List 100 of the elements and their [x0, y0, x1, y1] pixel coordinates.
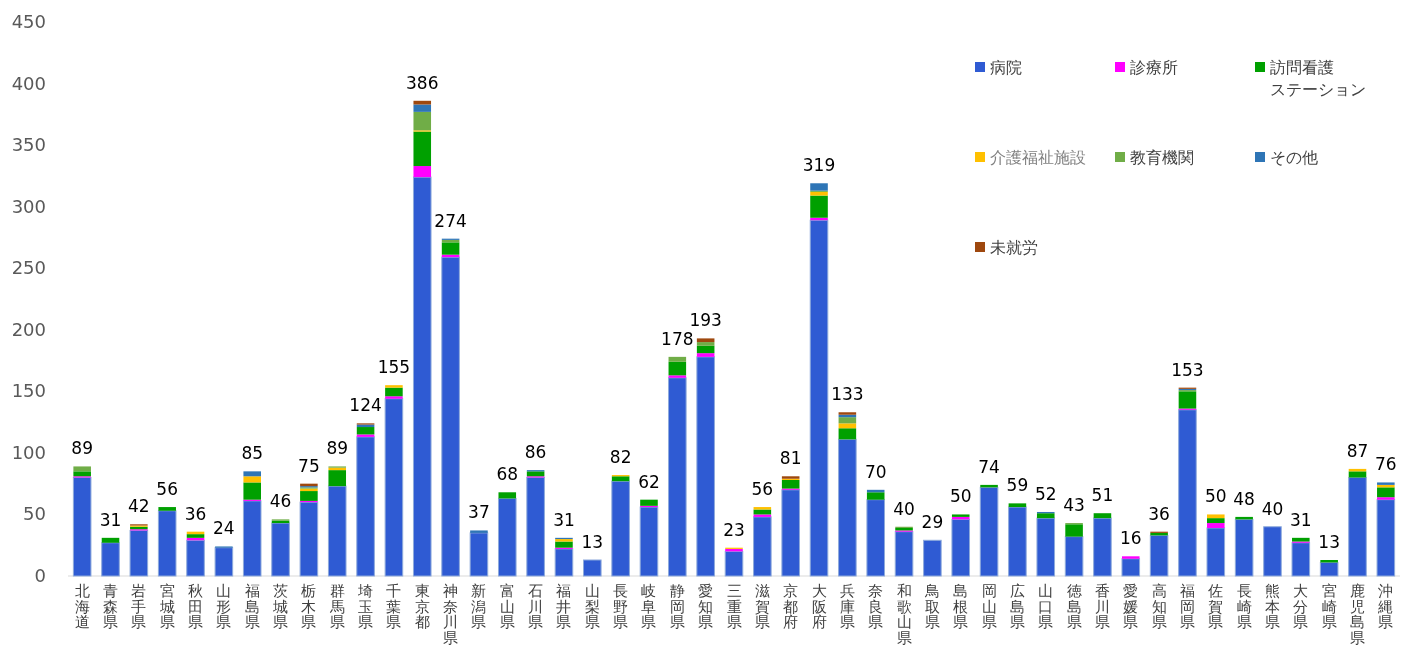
- total-label: 51: [1091, 485, 1114, 506]
- x-tick-label: 鳥取県: [923, 582, 940, 631]
- total-label: 87: [1346, 440, 1369, 461]
- y-tick-label: 0: [34, 565, 46, 586]
- total-label: 50: [1204, 486, 1227, 507]
- x-tick-label: 高知県: [1151, 582, 1167, 631]
- x-tick-label: 神奈川県: [443, 582, 459, 647]
- total-label: 59: [1006, 475, 1029, 496]
- x-tick-label: 沖縄県: [1377, 582, 1394, 631]
- total-label: 16: [1119, 528, 1142, 549]
- total-label: 70: [864, 461, 887, 482]
- x-tick-label: 宮崎県: [1321, 582, 1337, 631]
- total-label: 31: [99, 509, 122, 530]
- x-tick-label: 東京都: [414, 582, 430, 631]
- total-label: 153: [1171, 359, 1204, 380]
- x-tick-label: 岡山県: [981, 582, 997, 631]
- x-tick-label: 栃木県: [301, 582, 317, 631]
- y-tick-label: 300: [11, 195, 46, 217]
- x-tick-label: 福井県: [556, 582, 572, 631]
- x-tick-label: 群馬県: [328, 582, 345, 631]
- x-tick-label: 山口県: [1038, 582, 1054, 631]
- total-label: 31: [1289, 509, 1312, 530]
- total-label: 82: [609, 447, 632, 468]
- x-tick-label: 長崎県: [1236, 582, 1252, 631]
- x-tick-label: 大分県: [1293, 582, 1309, 631]
- total-label: 52: [1034, 483, 1057, 504]
- x-tick-label: 奈良県: [868, 582, 884, 631]
- x-tick-label: 千葉県: [386, 582, 402, 631]
- total-label: 31: [553, 509, 575, 530]
- total-label: 89: [326, 438, 349, 459]
- legend-label: 未就労: [990, 238, 1038, 257]
- legend-label: 病院: [990, 58, 1022, 77]
- x-tick-label: 石川県: [528, 582, 544, 631]
- total-label: 86: [524, 442, 547, 463]
- x-tick-label: 三重県: [726, 582, 742, 631]
- total-label: 62: [638, 471, 660, 492]
- x-tick-label: 北海道: [74, 582, 90, 631]
- total-label: 178: [661, 328, 694, 349]
- x-tick-label: 富山県: [499, 582, 515, 631]
- x-tick-label: 福島県: [244, 582, 260, 631]
- x-tick-label: 京都府: [783, 582, 799, 631]
- total-label: 274: [434, 210, 467, 231]
- total-label: 37: [468, 502, 490, 523]
- x-tick-label: 鹿児島県: [1349, 582, 1365, 647]
- x-tick-label: 岐阜県: [641, 582, 657, 631]
- total-label: 319: [802, 155, 836, 176]
- x-tick-label: 香川県: [1094, 582, 1110, 631]
- total-label: 124: [349, 395, 382, 416]
- total-label: 48: [1233, 488, 1255, 509]
- total-label: 40: [893, 498, 915, 519]
- x-tick-label: 兵庫県: [839, 582, 855, 631]
- legend-label: 教育機関: [1130, 148, 1194, 167]
- x-tick-label: 新潟県: [471, 582, 487, 631]
- x-tick-label: 広島県: [1009, 582, 1025, 631]
- total-label: 85: [241, 443, 264, 464]
- legend-label: 診療所: [1130, 58, 1178, 77]
- total-label: 155: [377, 357, 411, 378]
- x-tick-label: 青森県: [103, 582, 119, 631]
- total-label: 386: [406, 72, 439, 93]
- x-tick-label: 宮城県: [158, 582, 175, 631]
- total-label: 89: [71, 438, 93, 459]
- x-tick-label: 山梨県: [584, 582, 600, 631]
- x-tick-label: 大阪府: [811, 582, 827, 631]
- total-label: 40: [1261, 498, 1284, 519]
- total-label: 76: [1375, 454, 1397, 475]
- x-tick-label: 山形県: [216, 582, 232, 631]
- y-tick-label: 200: [11, 318, 46, 340]
- total-label: 193: [689, 310, 722, 331]
- x-tick-label: 佐賀県: [1208, 582, 1224, 631]
- x-tick-label: 熊本県: [1264, 582, 1280, 631]
- x-tick-label: 島根県: [953, 582, 969, 631]
- x-tick-label: 埼玉県: [357, 582, 374, 631]
- total-label: 13: [581, 532, 604, 552]
- x-tick-label: 岩手県: [131, 582, 147, 631]
- total-label: 24: [213, 518, 235, 539]
- total-label: 133: [831, 384, 864, 405]
- total-label: 75: [298, 455, 320, 476]
- total-label: 23: [723, 519, 745, 540]
- legend-label: 訪問看護ステーション: [1270, 58, 1366, 99]
- x-tick-label: 滋賀県: [754, 582, 770, 631]
- total-label: 56: [751, 479, 774, 500]
- total-label: 36: [184, 503, 207, 524]
- total-label: 74: [978, 456, 1000, 477]
- legend-label: その他: [1270, 148, 1318, 167]
- total-label: 56: [156, 479, 179, 500]
- total-label: 29: [921, 512, 944, 533]
- legend-label: 介護福祉施設: [990, 148, 1086, 167]
- total-label: 13: [1318, 532, 1340, 552]
- total-label: 42: [128, 496, 150, 517]
- x-tick-label: 徳島県: [1066, 582, 1082, 631]
- y-tick-label: 350: [11, 134, 46, 156]
- x-tick-label: 福岡県: [1179, 582, 1195, 631]
- total-label: 43: [1063, 495, 1085, 516]
- x-tick-label: 秋田県: [188, 582, 204, 631]
- x-tick-label: 和歌山県: [896, 582, 912, 647]
- x-tick-label: 長野県: [613, 582, 629, 631]
- y-tick-label: 100: [11, 441, 46, 463]
- y-tick-label: 250: [11, 257, 46, 279]
- total-label: 81: [779, 448, 802, 469]
- total-label: 46: [269, 491, 292, 512]
